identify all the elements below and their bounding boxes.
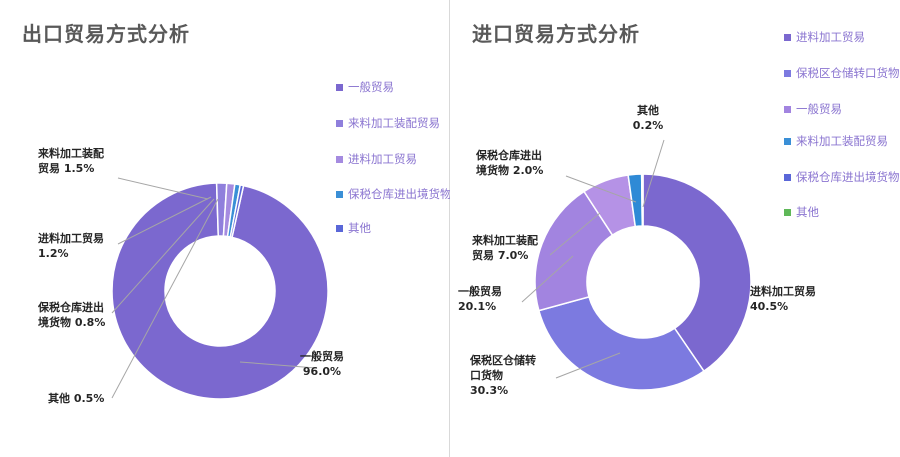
data-label: 1.2% xyxy=(38,247,69,260)
data-label: 进料加工贸易 xyxy=(750,284,816,298)
data-label: 一般贸易 xyxy=(300,349,344,363)
data-label: 贸易 1.5% xyxy=(38,161,94,175)
legend-swatch xyxy=(784,70,791,77)
leader-line xyxy=(239,361,317,369)
legend-swatch xyxy=(784,106,791,113)
legend-label: 保税仓库进出境货物 xyxy=(348,187,452,201)
data-label: 20.1% xyxy=(458,300,496,313)
leader-line xyxy=(555,352,621,379)
legend-label: 一般贸易 xyxy=(348,80,394,94)
data-label: 96.0% xyxy=(303,365,341,378)
data-label: 一般贸易 xyxy=(458,284,502,298)
leader-line xyxy=(521,255,574,303)
export-chart-panel: 出口贸易方式分析 一般贸易 96.0% 来料加工装配 贸易 1.5% 进料加工贸易 1.2… xyxy=(22,0,452,457)
data-label: 40.5% xyxy=(750,300,788,313)
import-chart-title: 进口贸易方式分析 xyxy=(472,22,640,46)
leader-line xyxy=(565,175,637,203)
data-label: 进料加工贸易 xyxy=(38,231,104,245)
legend-label: 其他 xyxy=(796,205,819,219)
leader-line xyxy=(549,212,601,256)
donut-slice xyxy=(229,184,245,239)
donut-slice xyxy=(537,295,705,391)
legend-label: 来料加工装配贸易 xyxy=(796,134,888,148)
data-label: 其他 0.5% xyxy=(48,391,104,405)
legend-swatch xyxy=(336,120,343,127)
data-label: 保税仓库进出 xyxy=(475,148,542,162)
leader-line xyxy=(642,139,665,208)
legend-label: 其他 xyxy=(348,221,371,235)
leader-line xyxy=(111,198,219,399)
export-chart-title: 出口贸易方式分析 xyxy=(22,22,190,46)
legend-swatch xyxy=(336,156,343,163)
legend-swatch xyxy=(784,209,791,216)
donut-slice xyxy=(640,173,644,227)
data-label: 来料加工装配 xyxy=(471,233,538,247)
legend-swatch xyxy=(784,174,791,181)
donut-slice xyxy=(642,173,752,373)
data-label: 保税仓库进出 xyxy=(37,300,104,314)
data-label: 0.2% xyxy=(633,119,664,132)
legend-label: 进料加工贸易 xyxy=(348,152,417,166)
data-label: 30.3% xyxy=(470,384,508,397)
data-label: 境货物 2.0% xyxy=(476,163,543,177)
leader-line xyxy=(117,177,209,200)
import-chart-panel: 进口贸易方式分析 进料加工贸易 40.5% 保税区仓储转 口货物 30.3% 一般贸易 20… xyxy=(450,0,900,457)
legend-label: 进料加工贸易 xyxy=(796,30,865,44)
leader-line xyxy=(111,198,215,314)
data-label: 贸易 7.0% xyxy=(472,248,528,262)
data-label: 其他 xyxy=(637,103,659,117)
legend-swatch xyxy=(336,191,343,198)
legend-swatch xyxy=(336,84,343,91)
legend-label: 保税仓库进出境货物 xyxy=(796,170,900,184)
import-donut-chart: 进料加工贸易 40.5% 保税区仓储转口货物 30.3% 一般贸易 20.1% 来料加工装配… xyxy=(458,103,816,397)
legend-label: 保税区仓储转口货物 xyxy=(796,66,900,80)
data-label: 境货物 0.8% xyxy=(38,315,105,329)
leader-line xyxy=(117,196,212,245)
legend-swatch xyxy=(784,138,791,145)
legend-label: 来料加工装配贸易 xyxy=(348,116,440,130)
legend-label: 一般贸易 xyxy=(796,102,842,116)
data-label: 保税区仓储转 xyxy=(469,353,536,367)
legend-swatch xyxy=(336,225,343,232)
donut-slice xyxy=(111,182,329,400)
data-label: 口货物 xyxy=(470,368,503,382)
export-donut-chart: 一般贸易 96.0% 来料加工装配贸易 1.5% 进料加工贸易 1.2% 保税仓库进出境货… xyxy=(37,146,344,405)
legend-swatch xyxy=(784,34,791,41)
data-label: 来料加工装配 xyxy=(37,146,104,160)
